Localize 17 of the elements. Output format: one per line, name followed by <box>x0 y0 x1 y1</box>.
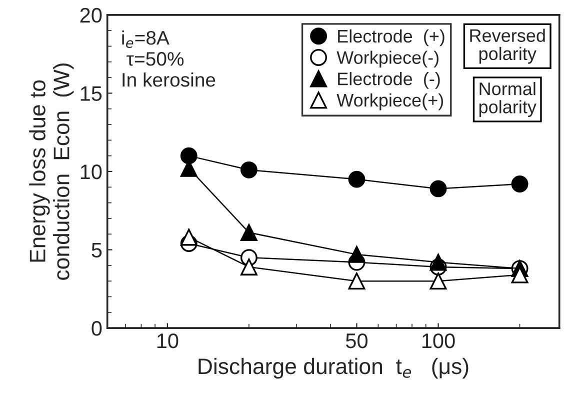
text: Discharge duration t$_{e}$ (μs) <box>198 358 468 379</box>
annotation: i$_{e}$=8A τ=50% In kerosine <box>122 30 216 87</box>
legend-label: Workpiece(+) <box>336 93 444 110</box>
legend-label: Electrode (-) <box>338 72 440 89</box>
y-tick-label: 0 <box>92 321 102 336</box>
x-tick-label: 50 <box>346 333 368 348</box>
x-tick-label: 10 <box>157 333 178 348</box>
x-tick-label: 100 <box>422 333 455 348</box>
y-tick-label: 20 <box>80 8 102 23</box>
annotation: Reversed polarity <box>470 28 545 64</box>
y-tick-label: 10 <box>80 164 102 180</box>
annotation: Normal polarity <box>479 82 536 117</box>
legend-label: Workpiece(-) <box>336 50 438 68</box>
y-axis-title: Energy loss due to conduction Econ (W) <box>29 64 74 280</box>
legend-label: Electrode (+) <box>338 29 444 46</box>
y-tick-label: 5 <box>92 242 102 258</box>
y-tick-label: 15 <box>80 86 102 101</box>
